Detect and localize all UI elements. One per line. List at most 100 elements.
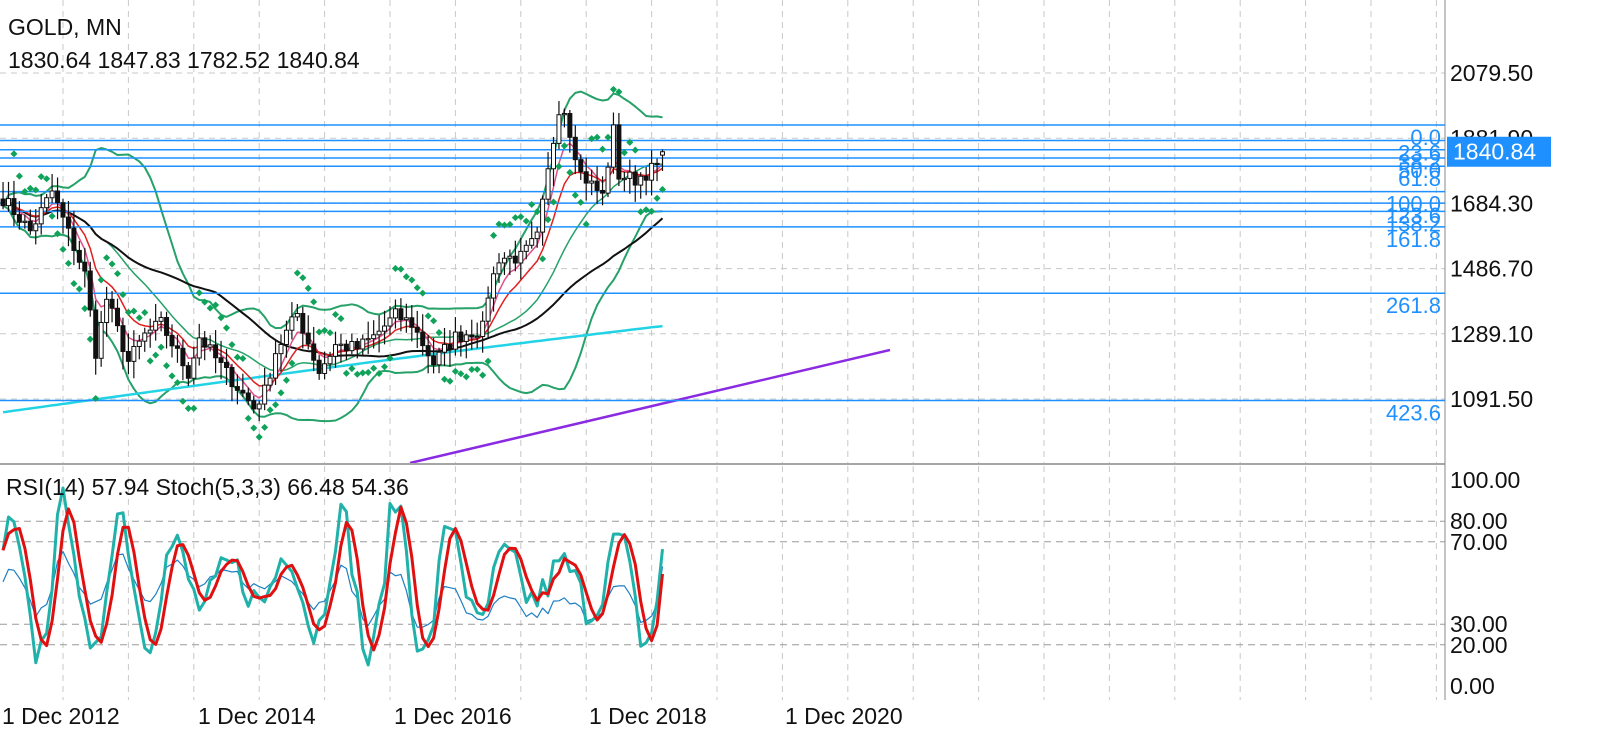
candle-bull <box>561 113 567 116</box>
candle-bull <box>49 190 55 199</box>
sar-dot <box>310 298 318 306</box>
sar-dot <box>549 198 558 206</box>
sar-dot <box>48 212 56 220</box>
candle-bear <box>409 317 415 328</box>
sar-dot <box>506 220 514 228</box>
price-tick-label: 1289.10 <box>1450 321 1533 347</box>
candle-bear <box>93 309 99 359</box>
sar-dot <box>582 220 590 228</box>
ohlc-readout: 1830.64 1847.83 1782.52 1840.84 <box>8 47 360 73</box>
candle-bull <box>136 340 142 347</box>
fib-level-label: 261.8 <box>1386 293 1441 318</box>
fib-level-label: 50.0 <box>1398 158 1441 183</box>
candle-bull <box>610 124 616 168</box>
sar-dot <box>233 353 241 361</box>
sar-dot <box>490 231 498 239</box>
candle-bull <box>33 223 39 232</box>
candle-bear <box>174 345 180 349</box>
price-tick-label: 1684.30 <box>1450 190 1533 216</box>
sar-dot <box>500 221 508 229</box>
candle-bull <box>387 317 393 327</box>
candle-bull <box>327 355 333 365</box>
sar-dot <box>517 213 525 221</box>
candle-bear <box>300 312 306 334</box>
sar-dot <box>250 424 258 432</box>
sar-dot <box>408 276 416 284</box>
indicator-tick-label: 30.00 <box>1450 611 1508 637</box>
candle-bear <box>185 365 191 379</box>
sar-dot <box>272 401 280 409</box>
candle-bull <box>338 343 344 346</box>
candle-bull <box>463 334 469 342</box>
candle-bull <box>523 244 529 252</box>
sar-dot <box>277 389 285 397</box>
candle-bull <box>403 317 409 321</box>
sar-dot <box>293 269 301 277</box>
candle-bear <box>654 162 660 166</box>
candle-bull <box>501 257 507 264</box>
sar-dot <box>195 289 203 297</box>
sar-dot <box>353 370 361 378</box>
sar-dot <box>119 291 127 299</box>
sar-dot <box>528 200 536 209</box>
stoch-signal-line <box>1 505 664 652</box>
sar-dot <box>103 254 111 262</box>
sar-dot <box>544 216 552 224</box>
candle-bull <box>207 344 213 348</box>
bollinger-lower <box>2 204 663 423</box>
candle-bear <box>420 331 426 347</box>
candle-bull <box>605 166 611 194</box>
candle-bull <box>349 340 355 352</box>
candle-bull <box>436 351 442 366</box>
candle-bear <box>115 307 120 327</box>
candle-bull <box>278 343 284 355</box>
sar-dot <box>560 142 568 150</box>
sar-dot <box>473 365 481 373</box>
candle-bear <box>600 189 606 194</box>
indicator-title: RSI(14) 57.94 Stoch(5,3,3) 66.48 54.36 <box>6 474 409 500</box>
time-tick-label: 1 Dec 2018 <box>589 703 707 729</box>
symbol-title: GOLD, MN <box>8 14 122 40</box>
sar-dot <box>331 310 340 319</box>
candle-bear <box>82 261 88 272</box>
sar-dot <box>228 341 236 349</box>
candle-bear <box>229 366 235 388</box>
sar-dot <box>255 433 263 441</box>
candle-bull <box>507 255 513 259</box>
sar-dot <box>511 214 519 222</box>
candle-bear <box>224 361 229 368</box>
fib-level-label: 161.8 <box>1386 227 1441 252</box>
candle-bear <box>632 171 638 186</box>
sar-dot <box>566 168 574 177</box>
sar-dot <box>637 208 645 216</box>
time-tick-label: 1 Dec 2016 <box>394 703 512 729</box>
sar-dot <box>430 317 438 325</box>
candle-bull <box>551 142 556 170</box>
candle-bear <box>213 344 219 359</box>
sar-dot <box>282 376 290 384</box>
indicator-tick-label: 100.00 <box>1450 467 1520 493</box>
sar-dot <box>75 285 83 293</box>
fib-level-label: 100.0 <box>1386 192 1441 217</box>
sar-dot <box>304 284 312 292</box>
candle-bear <box>240 389 246 394</box>
sar-dot <box>244 414 252 422</box>
candle-bear <box>180 347 186 367</box>
fib-level-label: 423.6 <box>1386 400 1441 425</box>
candle-bear <box>447 343 453 350</box>
candle-bull <box>529 238 535 246</box>
sar-dot <box>484 357 492 365</box>
sar-dot <box>648 207 656 215</box>
sar-dot <box>626 138 634 146</box>
candle-bear <box>164 317 170 336</box>
sar-dot <box>86 335 94 343</box>
candle-bull <box>540 198 546 233</box>
sar-dot <box>435 329 443 337</box>
candle-bull <box>333 344 338 357</box>
time-axis: 1 Dec 2012 1 Dec 2014 1 Dec 2016 1 Dec 2018… <box>2 703 903 729</box>
parabolic-sar <box>10 85 667 441</box>
sar-dot <box>26 184 34 192</box>
